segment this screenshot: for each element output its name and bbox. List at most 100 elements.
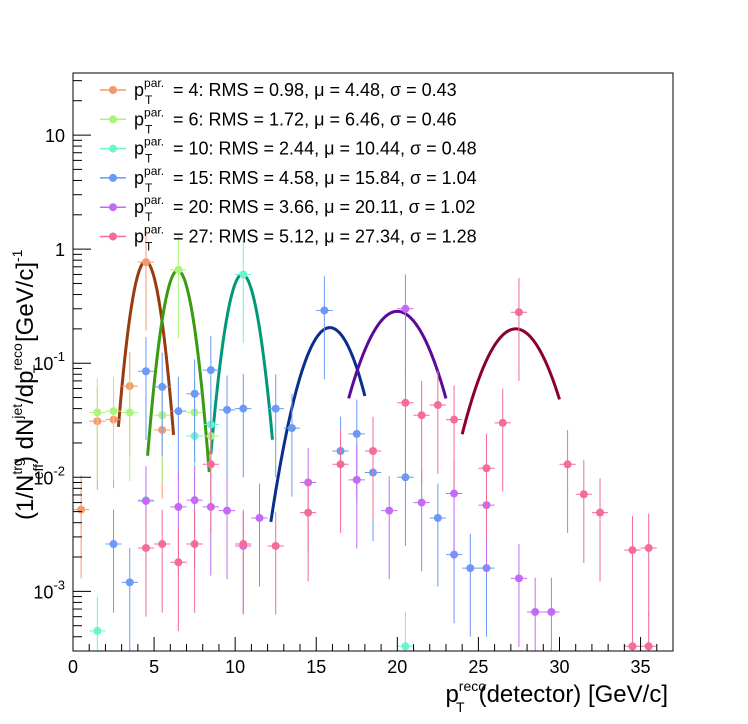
data-point [186,509,203,613]
y-tick-label: 10-1 [33,349,65,374]
data-point [89,378,106,482]
data-point [575,459,592,563]
data-point [202,335,219,439]
legend-marker [109,203,117,212]
legend-label: ppar. T = 15: RMS = 4.58, μ = 15.84, σ = … [134,164,477,195]
legend-marker [109,173,117,182]
data-point [397,611,414,651]
legend-marker [109,115,117,124]
legend-entry: ppar. T = 4: RMS = 0.98, μ = 4.48, σ = 0.… [100,76,457,107]
data-point [267,511,284,615]
data-point [121,547,138,651]
data-point [543,577,560,651]
data-point [154,352,171,456]
data-point [445,385,463,489]
legend-entry: ppar. T = 20: RMS = 3.66, μ = 20.11, σ = … [100,193,475,224]
data-point [397,368,414,472]
x-tick-label: 5 [149,657,159,677]
x-tick-label: 15 [306,657,326,677]
y-tick-label: 10 [45,126,65,146]
data-point [137,513,155,617]
y-tick-label: 1 [55,240,65,260]
fit-curve [347,309,448,399]
legend-entry: ppar. T = 15: RMS = 4.58, μ = 15.84, σ = … [100,164,477,195]
data-point [429,483,446,587]
data-point [413,380,430,484]
data-point [300,478,317,582]
data-point [494,388,511,492]
data-point [510,544,528,648]
data-point [559,429,576,533]
data-point [137,227,155,331]
plot-frame [72,72,674,652]
data-point [267,374,284,478]
data-point [105,509,122,613]
fit-curves [116,259,561,523]
data-point [73,475,90,579]
data-points [73,227,657,651]
data-point [283,393,301,497]
fit-curve [269,326,367,523]
y-tick-label: 10-3 [33,577,65,602]
data-point [235,509,252,613]
data-point [640,513,657,617]
data-point [235,240,252,344]
data-point [89,596,106,651]
x-axis-title: preco T (detector) [GeV/c] [445,678,668,715]
data-point [397,274,414,378]
data-point [381,476,398,580]
data-point [170,235,187,339]
data-point [413,468,430,572]
x-tick-label: 35 [631,657,651,677]
data-point [332,429,349,533]
x-tick-label: 25 [468,657,488,677]
legend-label: ppar. T = 20: RMS = 3.66, μ = 20.11, σ = … [134,193,475,224]
data-point [186,359,203,463]
legend: ppar. T = 4: RMS = 0.98, μ = 4.48, σ = 0.… [100,76,477,254]
data-point [640,611,657,651]
legend-entry: ppar. T = 10: RMS = 2.44, μ = 10.44, σ = … [100,135,477,166]
legend-label: ppar. T = 10: RMS = 2.44, μ = 10.44, σ = … [134,135,477,166]
x-tick-label: 20 [387,657,407,677]
data-point [591,478,609,582]
data-point [170,376,187,480]
data-point [364,416,382,520]
legend-marker [109,144,117,153]
data-point [218,476,236,580]
data-point [624,611,641,651]
data-point [202,429,219,533]
data-point [478,433,495,537]
fit-curve [209,272,274,455]
data-point [121,378,138,482]
legend-entry: ppar. T = 6: RMS = 1.72, μ = 6.46, σ = 0.… [100,105,457,136]
x-tick-label: 0 [68,657,78,677]
y-tick-label: 10-2 [33,463,65,488]
data-point [105,376,122,480]
legend-label: ppar. T = 4: RMS = 0.98, μ = 4.48, σ = 0.… [134,76,457,107]
data-point [624,515,641,619]
data-point [510,277,528,381]
data-point [527,577,544,651]
legend-label: ppar. T = 6: RMS = 1.72, μ = 6.46, σ = 0.… [134,105,457,136]
data-point [235,374,252,478]
data-point [137,336,155,440]
y-axis-title: (1/Ntrg eff) dNjet/dpreco T [GeV/c]-1 [9,249,46,520]
x-tick-label: 10 [225,657,245,677]
legend-label: ppar. T = 27: RMS = 5.12, μ = 27.34, σ = … [134,223,477,254]
data-point [316,276,333,380]
legend-marker [109,86,117,94]
data-point [218,375,236,479]
fit-curve [460,327,561,435]
x-tick-label: 30 [549,657,569,677]
data-point [154,509,171,613]
legend-marker [109,232,117,241]
data-point [348,445,365,549]
data-point [462,533,479,637]
legend-entry: ppar. T = 27: RMS = 5.12, μ = 27.34, σ = … [100,223,477,254]
data-point [170,527,187,631]
data-point [251,483,268,587]
y-axis: 10-3 10-2 10-1 1 10 [33,80,91,652]
x-axis: 0 5 10 15 20 25 30 35 [68,637,674,677]
data-point [429,370,446,474]
